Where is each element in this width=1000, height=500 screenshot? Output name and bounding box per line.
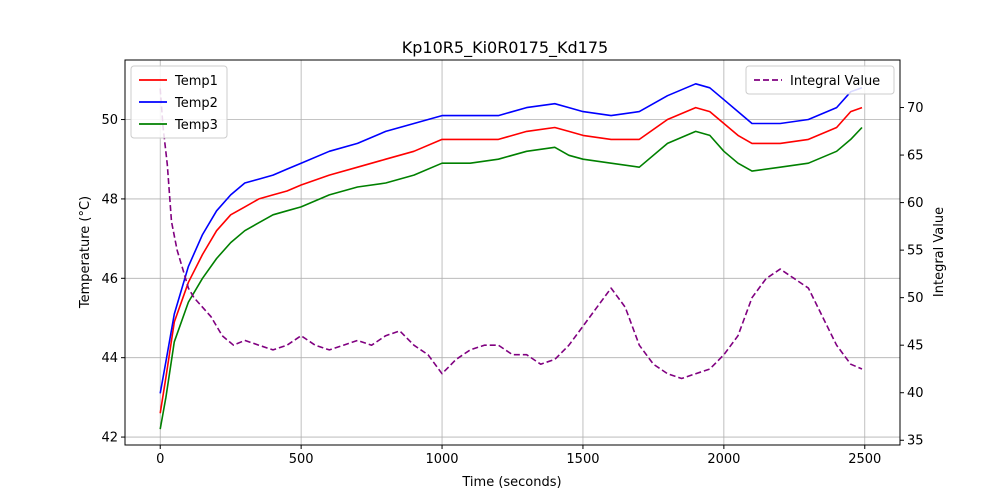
x-axis: 0 500 1000 1500 2000 2500 (156, 445, 881, 467)
series-line-temp1 (159, 106, 863, 414)
y-tick-label: 42 (101, 431, 118, 446)
x-tick-label: 1000 (425, 452, 458, 467)
y-axis-label: Temperature (°C) (78, 196, 93, 309)
y-axis-right: 35 40 45 50 55 60 65 70 (900, 101, 924, 449)
y2-tick-label: 60 (907, 196, 924, 211)
y2-tick-label: 55 (907, 244, 924, 259)
series-line-temp2 (159, 83, 863, 394)
x-axis-label: Time (seconds) (461, 475, 561, 490)
x-tick-label: 500 (289, 452, 314, 467)
legend-label: Temp2 (174, 96, 218, 111)
chart-title: Kp10R5_Ki0R0175_Kd175 (402, 38, 608, 58)
y-tick-label: 46 (101, 272, 118, 287)
plot-frame (124, 59, 901, 446)
legend-right: Integral Value (745, 65, 895, 95)
y-axis-left: 42 44 46 48 50 (101, 113, 125, 446)
x-tick-label: 0 (156, 452, 164, 467)
y-tick-label: 44 (101, 351, 118, 366)
series-line-temp3 (159, 126, 863, 430)
legend-label: Temp3 (174, 118, 218, 133)
legend-left: Temp1 Temp2 Temp3 (130, 65, 228, 139)
legend-box (745, 65, 895, 95)
series-line-integral-value (159, 88, 863, 380)
x-tick-label: 2000 (707, 452, 740, 467)
y-tick-label: 50 (101, 113, 118, 128)
legend-box (130, 65, 228, 139)
y2-tick-label: 35 (907, 434, 924, 449)
grid (125, 60, 900, 445)
legend-label: Temp1 (174, 74, 218, 89)
series-layer (159, 83, 863, 430)
y2-tick-label: 70 (907, 101, 924, 116)
y-tick-label: 48 (101, 192, 118, 207)
y2-tick-label: 65 (907, 149, 924, 164)
y2-tick-label: 40 (907, 386, 924, 401)
x-tick-label: 1500 (566, 452, 599, 467)
legend-label: Integral Value (790, 74, 880, 89)
y2-tick-label: 45 (907, 339, 924, 354)
y2-axis-label: Integral Value (932, 207, 947, 297)
y2-tick-label: 50 (907, 291, 924, 306)
x-tick-label: 2500 (848, 452, 881, 467)
